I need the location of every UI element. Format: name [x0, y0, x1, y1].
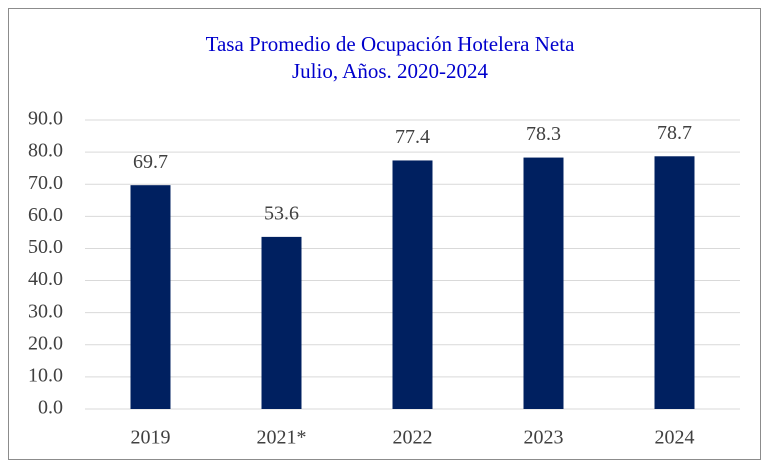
y-tick-label: 60.0 [28, 204, 63, 226]
y-tick-label: 10.0 [28, 364, 63, 386]
data-label: 53.6 [264, 202, 299, 224]
data-label: 78.3 [526, 123, 561, 145]
y-tick-label: 30.0 [28, 300, 63, 322]
y-tick-label: 80.0 [28, 140, 63, 162]
bar [130, 185, 171, 409]
chart-title: Tasa Promedio de Ocupación Hotelera Neta [206, 32, 575, 56]
bar [523, 157, 564, 409]
bar [392, 160, 433, 409]
x-tick-label: 2024 [655, 427, 695, 449]
data-label: 77.4 [395, 126, 430, 148]
y-tick-label: 40.0 [28, 268, 63, 290]
y-tick-label: 90.0 [28, 108, 63, 130]
data-label: 69.7 [133, 151, 168, 173]
x-tick-label: 2022 [393, 427, 433, 449]
bar [654, 156, 695, 409]
y-tick-label: 50.0 [28, 236, 63, 258]
bar [261, 236, 302, 409]
data-label: 78.7 [657, 122, 692, 144]
chart-subtitle: Julio, Años. 2020-2024 [292, 59, 489, 83]
x-tick-label: 2021* [257, 427, 307, 449]
y-tick-label: 70.0 [28, 172, 63, 194]
x-tick-label: 2023 [524, 427, 564, 449]
x-tick-label: 2019 [131, 427, 171, 449]
y-tick-label: 20.0 [28, 332, 63, 354]
y-tick-label: 0.0 [38, 397, 63, 419]
